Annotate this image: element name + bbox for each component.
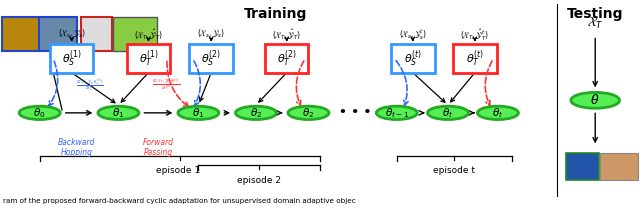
FancyArrowPatch shape	[485, 61, 492, 105]
FancyArrowPatch shape	[49, 61, 58, 106]
FancyArrowPatch shape	[209, 37, 213, 40]
Text: • • •: • • •	[339, 106, 371, 119]
FancyArrowPatch shape	[415, 75, 445, 102]
FancyArrowPatch shape	[469, 111, 474, 115]
FancyBboxPatch shape	[600, 153, 638, 180]
Text: $\theta_2$: $\theta_2$	[302, 106, 315, 120]
FancyBboxPatch shape	[113, 17, 157, 51]
FancyArrowPatch shape	[285, 37, 289, 40]
Text: $(\mathcal{X}_s,\mathcal{Y}_s)$: $(\mathcal{X}_s,\mathcal{Y}_s)$	[197, 27, 225, 40]
Text: $\theta_0$: $\theta_0$	[33, 106, 46, 120]
FancyArrowPatch shape	[259, 75, 285, 102]
Text: Backward
Hopping: Backward Hopping	[58, 138, 95, 157]
Text: $\theta_S^{(2)}$: $\theta_S^{(2)}$	[201, 48, 221, 69]
Text: Testing: Testing	[567, 7, 623, 21]
Text: $\theta_t$: $\theta_t$	[442, 106, 454, 120]
FancyBboxPatch shape	[265, 45, 308, 73]
Text: $\theta$: $\theta$	[591, 93, 600, 107]
FancyBboxPatch shape	[453, 45, 497, 73]
Text: $(\mathcal{X}_T,\hat{\mathcal{Y}}_T^t)$: $(\mathcal{X}_T,\hat{\mathcal{Y}}_T^t)$	[460, 27, 490, 43]
Text: Training: Training	[243, 7, 307, 21]
FancyArrowPatch shape	[209, 37, 213, 40]
Text: $\theta_{t-1}$: $\theta_{t-1}$	[385, 106, 409, 120]
FancyArrowPatch shape	[411, 37, 415, 40]
Text: $\theta_2$: $\theta_2$	[250, 106, 262, 120]
FancyArrowPatch shape	[411, 37, 415, 40]
Text: $\theta_t$: $\theta_t$	[492, 106, 504, 120]
Circle shape	[19, 106, 60, 120]
FancyArrowPatch shape	[167, 61, 189, 107]
FancyBboxPatch shape	[127, 45, 170, 73]
FancyBboxPatch shape	[39, 17, 77, 51]
Text: episode t: episode t	[433, 166, 476, 175]
Text: $\theta_T^{(t)}$: $\theta_T^{(t)}$	[466, 48, 484, 69]
Text: $\theta_T^{(1)}$: $\theta_T^{(1)}$	[138, 48, 159, 69]
Circle shape	[571, 92, 620, 108]
Text: $\theta_T^{(2)}$: $\theta_T^{(2)}$	[276, 48, 297, 69]
FancyArrowPatch shape	[473, 37, 477, 40]
Circle shape	[376, 106, 417, 120]
Text: $\theta_1$: $\theta_1$	[112, 106, 125, 120]
FancyBboxPatch shape	[189, 45, 233, 73]
FancyArrowPatch shape	[121, 75, 147, 102]
FancyArrowPatch shape	[276, 111, 282, 115]
FancyArrowPatch shape	[473, 37, 477, 40]
Circle shape	[428, 106, 468, 120]
FancyArrowPatch shape	[451, 75, 473, 102]
Circle shape	[98, 106, 139, 120]
Circle shape	[178, 106, 219, 120]
Text: episode 1: episode 1	[156, 166, 200, 175]
Text: $\frac{\partial\mathcal{L}(\mathcal{X}_s,\mathcal{Y}_s;\theta_s^{(n)})}{\partial: $\frac{\partial\mathcal{L}(\mathcal{X}_s…	[76, 77, 103, 94]
Circle shape	[288, 106, 329, 120]
Text: $(\mathcal{X}_s,\mathcal{Y}_s^t)$: $(\mathcal{X}_s,\mathcal{Y}_s^t)$	[399, 27, 427, 42]
FancyBboxPatch shape	[566, 153, 599, 180]
FancyArrowPatch shape	[200, 75, 210, 101]
FancyBboxPatch shape	[81, 17, 112, 51]
FancyArrowPatch shape	[593, 38, 597, 86]
FancyArrowPatch shape	[70, 37, 74, 40]
Text: $\theta_S^{(t)}$: $\theta_S^{(t)}$	[404, 48, 422, 69]
Text: $\frac{\partial\mathcal{L}(\mathcal{X}_T,\hat{\mathcal{Y}}_T;\theta_T^{(n)})}{\p: $\frac{\partial\mathcal{L}(\mathcal{X}_T…	[152, 77, 180, 94]
Circle shape	[236, 106, 276, 120]
FancyArrowPatch shape	[224, 111, 228, 115]
FancyArrowPatch shape	[419, 111, 424, 115]
FancyBboxPatch shape	[50, 45, 93, 73]
Text: Forward
Passing: Forward Passing	[143, 138, 174, 157]
FancyArrowPatch shape	[593, 113, 597, 142]
Text: $\mathcal{X}_T$: $\mathcal{X}_T$	[587, 15, 604, 31]
FancyArrowPatch shape	[147, 37, 150, 40]
Text: $\theta_S^{(1)}$: $\theta_S^{(1)}$	[61, 48, 82, 69]
Text: $(\mathcal{X}_s,\mathcal{Y}_s)$: $(\mathcal{X}_s,\mathcal{Y}_s)$	[58, 27, 86, 40]
FancyArrowPatch shape	[285, 37, 289, 40]
Text: $(\mathcal{X}_T,\hat{\mathcal{Y}}_T)$: $(\mathcal{X}_T,\hat{\mathcal{Y}}_T)$	[134, 27, 163, 42]
FancyArrowPatch shape	[147, 37, 150, 40]
Text: $(\mathcal{X}_T,\hat{\mathcal{Y}}_T)$: $(\mathcal{X}_T,\hat{\mathcal{Y}}_T)$	[272, 27, 301, 42]
FancyArrowPatch shape	[65, 111, 91, 115]
FancyArrowPatch shape	[396, 61, 408, 105]
Text: episode 2: episode 2	[237, 176, 281, 185]
FancyArrowPatch shape	[70, 37, 74, 40]
FancyBboxPatch shape	[2, 17, 40, 51]
FancyArrowPatch shape	[296, 61, 304, 105]
FancyArrowPatch shape	[144, 111, 171, 115]
FancyArrowPatch shape	[74, 74, 115, 103]
FancyArrowPatch shape	[194, 61, 200, 106]
Text: ram of the proposed forward-backward cyclic adaptation for unsupervised domain a: ram of the proposed forward-backward cyc…	[3, 198, 356, 204]
Circle shape	[477, 106, 518, 120]
Text: $\theta_1$: $\theta_1$	[192, 106, 205, 120]
FancyBboxPatch shape	[391, 45, 435, 73]
FancyArrowPatch shape	[50, 62, 62, 110]
